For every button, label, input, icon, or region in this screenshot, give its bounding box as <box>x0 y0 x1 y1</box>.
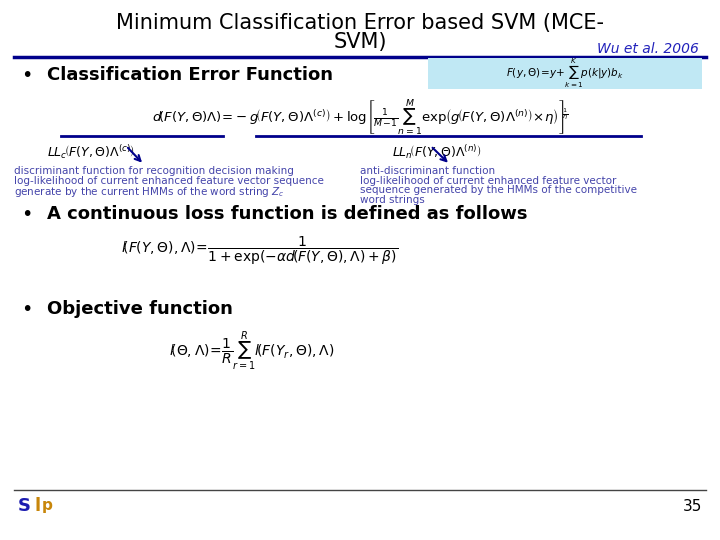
Text: word strings: word strings <box>360 195 425 205</box>
Text: $LL_n\!\left(F(Y,\Theta)\Lambda^{(n)}\right)$: $LL_n\!\left(F(Y,\Theta)\Lambda^{(n)}\ri… <box>392 143 482 160</box>
Text: generate by the current HMMs of the word string $Z_c$: generate by the current HMMs of the word… <box>14 185 285 199</box>
Text: •: • <box>22 205 33 224</box>
Text: log-likelihood of current enhanced feature vector sequence: log-likelihood of current enhanced featu… <box>14 176 324 186</box>
Text: $l\!\left(\Theta,\Lambda\right)\!=\!\dfrac{1}{R}\sum_{r=1}^{R}l\!\left(F(Y_r,\Th: $l\!\left(\Theta,\Lambda\right)\!=\!\dfr… <box>169 329 335 373</box>
Text: log-likelihood of current enhanced feature vector: log-likelihood of current enhanced featu… <box>360 176 616 186</box>
Text: $F(y,\Theta)\!=\!y\!+\!\sum_{k=1}^{K}\!p(k|y)b_k$: $F(y,\Theta)\!=\!y\!+\!\sum_{k=1}^{K}\!p… <box>506 57 624 90</box>
Text: Classification Error Function: Classification Error Function <box>47 66 333 84</box>
Text: SVM): SVM) <box>333 32 387 52</box>
Text: Objective function: Objective function <box>47 300 233 318</box>
Text: $l\!\left(F(Y,\Theta),\Lambda\right)\!=\!\dfrac{1}{1+\exp\!\left(-\alpha d\!\lef: $l\!\left(F(Y,\Theta),\Lambda\right)\!=\… <box>121 235 397 267</box>
Text: sequence generated by the HMMs of the competitive: sequence generated by the HMMs of the co… <box>360 185 637 195</box>
Text: discriminant function for recognition decision making: discriminant function for recognition de… <box>14 166 294 176</box>
Text: •: • <box>22 300 33 319</box>
Text: $LL_c\!\left(F(Y,\Theta)\Lambda^{(c)}\right)$: $LL_c\!\left(F(Y,\Theta)\Lambda^{(c)}\ri… <box>47 143 135 160</box>
Text: Wu et al. 2006: Wu et al. 2006 <box>597 42 698 56</box>
Text: p: p <box>42 498 53 513</box>
Text: $d\!\left(F(Y,\Theta)\Lambda\right)\!=\!-g\!\left(F(Y,\Theta)\Lambda^{(c)}\right: $d\!\left(F(Y,\Theta)\Lambda\right)\!=\!… <box>151 97 569 137</box>
Text: •: • <box>22 66 33 85</box>
Text: S: S <box>18 497 31 515</box>
Text: anti-discriminant function: anti-discriminant function <box>360 166 495 176</box>
Text: 35: 35 <box>683 499 702 514</box>
Text: Minimum Classification Error based SVM (MCE-: Minimum Classification Error based SVM (… <box>116 14 604 33</box>
FancyBboxPatch shape <box>428 58 702 89</box>
Text: l: l <box>35 497 41 515</box>
Text: A continuous loss function is defined as follows: A continuous loss function is defined as… <box>47 205 527 223</box>
